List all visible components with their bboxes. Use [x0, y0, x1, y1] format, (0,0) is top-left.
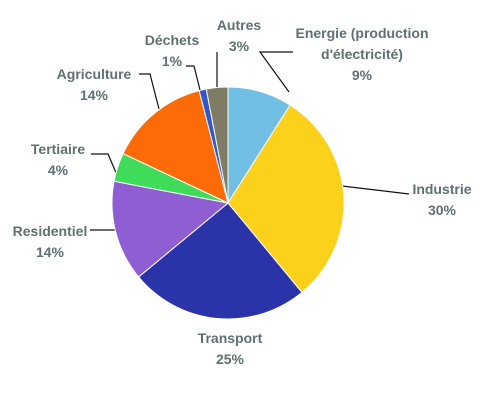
pie-slice-agriculture	[122, 90, 229, 204]
pie-slice-autres	[205, 86, 229, 204]
leader-line-energie-production	[258, 51, 293, 93]
pie-slice-industrie	[227, 104, 345, 294]
leader-line-industrie	[341, 185, 410, 195]
data-label-industrie: Industrie 30%	[412, 181, 471, 218]
data-label-agriculture: Agriculture 14%	[57, 66, 132, 103]
data-label-tertiaire: Tertiaire 4%	[31, 141, 85, 178]
slices-group	[111, 86, 345, 320]
leader-line-agriculture	[139, 73, 160, 110]
data-label-autres: Autres 3%	[217, 17, 262, 54]
leader-line-dechets	[186, 65, 202, 95]
data-label-energie-production: Energie (production d'électricité) 9%	[296, 25, 429, 83]
labels-group: Energie (production d'électricité) 9% Indus…	[13, 17, 472, 367]
data-label-dechets: Déchets 1%	[145, 32, 200, 69]
data-label-transport: Transport 25%	[198, 330, 263, 367]
data-label-residentiel: Residentiel 14%	[13, 223, 88, 260]
leader-line-tertiaire	[91, 153, 118, 176]
pie-slice-transport	[137, 202, 303, 320]
pie-slice-residentiel	[111, 180, 230, 278]
